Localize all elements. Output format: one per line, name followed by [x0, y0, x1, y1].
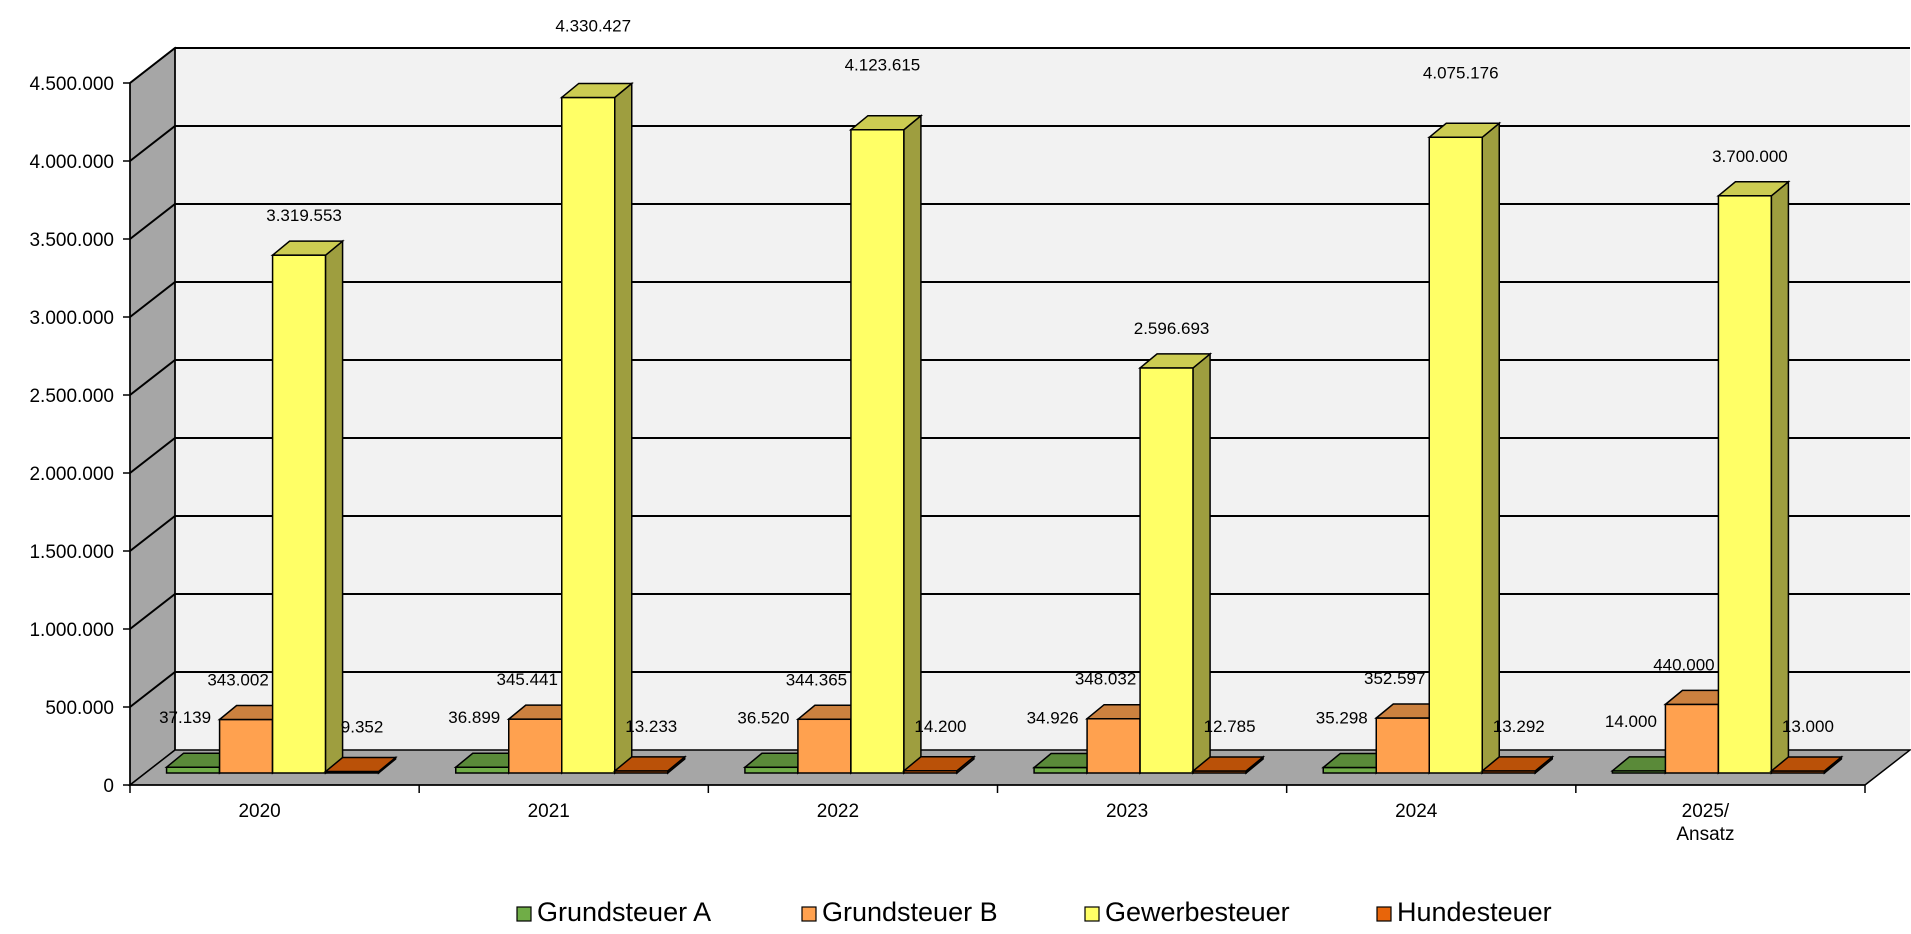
- legend: Grundsteuer A Grundsteuer B Gewerbesteuer H…: [517, 897, 1552, 927]
- data-label: 440.000: [1653, 655, 1714, 674]
- x-tick-label: 2020: [238, 801, 280, 822]
- data-label: 14.000: [1605, 712, 1657, 731]
- data-label: 37.139: [159, 708, 211, 727]
- legend-label: Grundsteuer B: [822, 897, 998, 927]
- data-label: 14.200: [914, 717, 966, 736]
- legend-swatch: [1377, 907, 1391, 921]
- legend-label: Grundsteuer A: [537, 897, 711, 927]
- data-label: 12.785: [1204, 717, 1256, 736]
- bar: [562, 83, 632, 773]
- data-label: 352.597: [1364, 669, 1425, 688]
- legend-item: Grundsteuer B: [802, 897, 998, 927]
- data-label: 345.441: [497, 670, 558, 689]
- y-tick-label: 4.500.000: [29, 74, 114, 95]
- data-label: 3.319.553: [266, 206, 342, 225]
- x-tick-label: 2023: [1106, 801, 1148, 822]
- x-tick-label: 2021: [528, 801, 570, 822]
- chart-walls: [130, 48, 1910, 785]
- bar: [273, 241, 343, 773]
- y-tick-label: 2.000.000: [29, 464, 114, 485]
- y-tick-label: 500.000: [45, 698, 114, 719]
- data-label: 13.292: [1493, 717, 1545, 736]
- data-label: 4.330.427: [555, 16, 631, 35]
- legend-item: Hundesteuer: [1377, 897, 1552, 927]
- legend-item: Gewerbesteuer: [1085, 897, 1290, 927]
- legend-swatch: [802, 907, 816, 921]
- data-label: 35.298: [1316, 708, 1368, 727]
- y-tick-label: 4.000.000: [29, 152, 114, 173]
- bar: [1718, 182, 1788, 773]
- side-wall: [130, 48, 175, 785]
- data-label: 13.000: [1782, 717, 1834, 736]
- x-axis-tick-labels: 2020 2021 2022 2023 2024 2025/Ansatz: [238, 801, 1734, 845]
- bar: [851, 116, 921, 773]
- y-tick-label: 2.500.000: [29, 386, 114, 407]
- data-label: 3.700.000: [1712, 147, 1788, 166]
- y-tick-label: 1.000.000: [29, 620, 114, 641]
- legend-label: Gewerbesteuer: [1105, 897, 1290, 927]
- data-label: 9.352: [341, 718, 384, 737]
- data-label: 348.032: [1075, 670, 1136, 689]
- legend-label: Hundesteuer: [1397, 897, 1552, 927]
- x-tick-label: 2022: [817, 801, 859, 822]
- bar: [1140, 354, 1210, 773]
- data-label: 34.926: [1027, 709, 1079, 728]
- legend-swatch: [1085, 907, 1099, 921]
- data-label: 2.596.693: [1134, 319, 1210, 338]
- data-label: 13.233: [625, 717, 677, 736]
- x-tick-label: 2024: [1395, 801, 1438, 822]
- data-label: 4.075.176: [1423, 63, 1499, 82]
- back-wall: [175, 48, 1910, 750]
- legend-item: Grundsteuer A: [517, 897, 711, 927]
- data-label: 36.520: [737, 708, 789, 727]
- legend-swatch: [517, 907, 531, 921]
- x-tick-label: 2025/Ansatz: [1676, 801, 1734, 845]
- y-axis-tick-labels: 0 500.000 1.000.000 1.500.000 2.000.000 2.500…: [29, 74, 114, 797]
- y-tick-label: 0: [103, 776, 114, 797]
- data-label: 343.002: [207, 670, 268, 689]
- y-tick-label: 3.000.000: [29, 308, 114, 329]
- data-label: 36.899: [448, 708, 500, 727]
- data-label: 344.365: [786, 670, 847, 689]
- bar: [1429, 123, 1499, 773]
- y-tick-label: 3.500.000: [29, 230, 114, 251]
- data-label: 4.123.615: [845, 56, 921, 75]
- y-tick-label: 1.500.000: [29, 542, 114, 563]
